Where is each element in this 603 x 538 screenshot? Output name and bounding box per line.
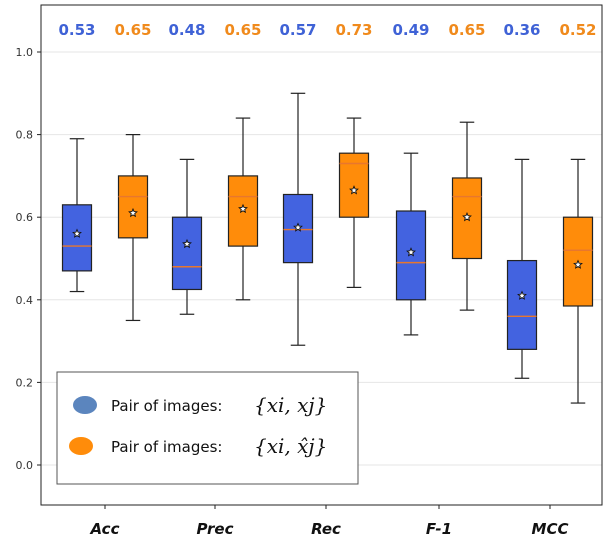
mean-marker — [128, 207, 138, 218]
median-value-label: 0.65 — [114, 21, 151, 39]
legend-math-1: {xi, x̂j} — [254, 434, 327, 458]
legend-item-0: Pair of images: {xi, xj} — [73, 393, 327, 417]
y-tick-label: 0.8 — [16, 129, 34, 142]
box-body — [61, 204, 93, 272]
mean-marker — [293, 222, 303, 232]
legend: Pair of images: {xi, xj} Pair of images:… — [56, 371, 359, 485]
y-tick-label: 0.6 — [16, 211, 34, 224]
median-labels: 0.53 0.48 0.57 0.49 0.36 0.65 0.65 0.73 0.65 0.52 — [58, 21, 596, 39]
mean-marker — [349, 185, 359, 195]
mean-marker — [182, 238, 192, 249]
legend-label-0: Pair of images: — [111, 397, 222, 415]
y-tick-label: 1.0 — [16, 46, 34, 59]
mean-marker — [72, 228, 82, 238]
median-value-label: 0.65 — [448, 21, 485, 39]
box-body — [117, 175, 149, 239]
mean-marker — [517, 290, 527, 300]
box-body — [171, 216, 203, 291]
box-0-2 — [282, 92, 314, 346]
series-0 — [61, 92, 538, 379]
legend-item-1: Pair of images: {xi, x̂j} — [69, 434, 327, 458]
box-body — [395, 210, 427, 301]
legend-swatch-1 — [69, 437, 93, 455]
mean-marker — [462, 212, 472, 222]
box-1-0 — [117, 134, 149, 322]
box-0-0 — [61, 138, 93, 293]
box-0-4 — [506, 158, 538, 379]
median-value-label: 0.65 — [224, 21, 261, 39]
box-body — [506, 259, 538, 350]
legend-swatch-0 — [73, 396, 97, 414]
series-1 — [117, 117, 594, 404]
box-1-1 — [227, 117, 259, 301]
mean-marker — [406, 247, 416, 257]
y-tick-label: 0.0 — [16, 459, 34, 472]
box-1-2 — [338, 117, 370, 289]
x-tick-label: MCC — [532, 520, 569, 538]
legend-label-1: Pair of images: — [111, 438, 222, 456]
median-value-label: 0.48 — [168, 21, 205, 39]
median-value-label: 0.52 — [559, 21, 596, 39]
y-axis: 0.0 0.2 0.4 0.6 0.8 1.0 — [16, 46, 41, 472]
box-1-3 — [451, 121, 483, 311]
x-axis: Acc Prec Rec F-1 MCC — [90, 505, 569, 538]
median-value-label: 0.53 — [58, 21, 95, 39]
median-value-label: 0.73 — [335, 21, 372, 39]
mean-marker — [238, 203, 248, 214]
y-tick-label: 0.4 — [16, 294, 34, 307]
x-tick-label: Prec — [197, 520, 234, 538]
mean-marker — [573, 259, 583, 269]
box-0-1 — [171, 158, 203, 315]
plot-frame — [40, 4, 603, 506]
x-tick-label: Acc — [90, 520, 120, 538]
legend-math-0: {xi, xj} — [254, 393, 327, 417]
median-value-label: 0.57 — [279, 21, 316, 39]
legend-frame — [56, 371, 359, 485]
box-0-3 — [395, 152, 427, 336]
box-series — [61, 92, 594, 404]
median-value-label: 0.36 — [503, 21, 540, 39]
y-tick-label: 0.2 — [16, 376, 34, 389]
x-tick-label: Rec — [311, 520, 341, 538]
x-tick-label: F-1 — [426, 520, 452, 538]
box-1-4 — [562, 158, 594, 404]
median-value-label: 0.49 — [392, 21, 429, 39]
